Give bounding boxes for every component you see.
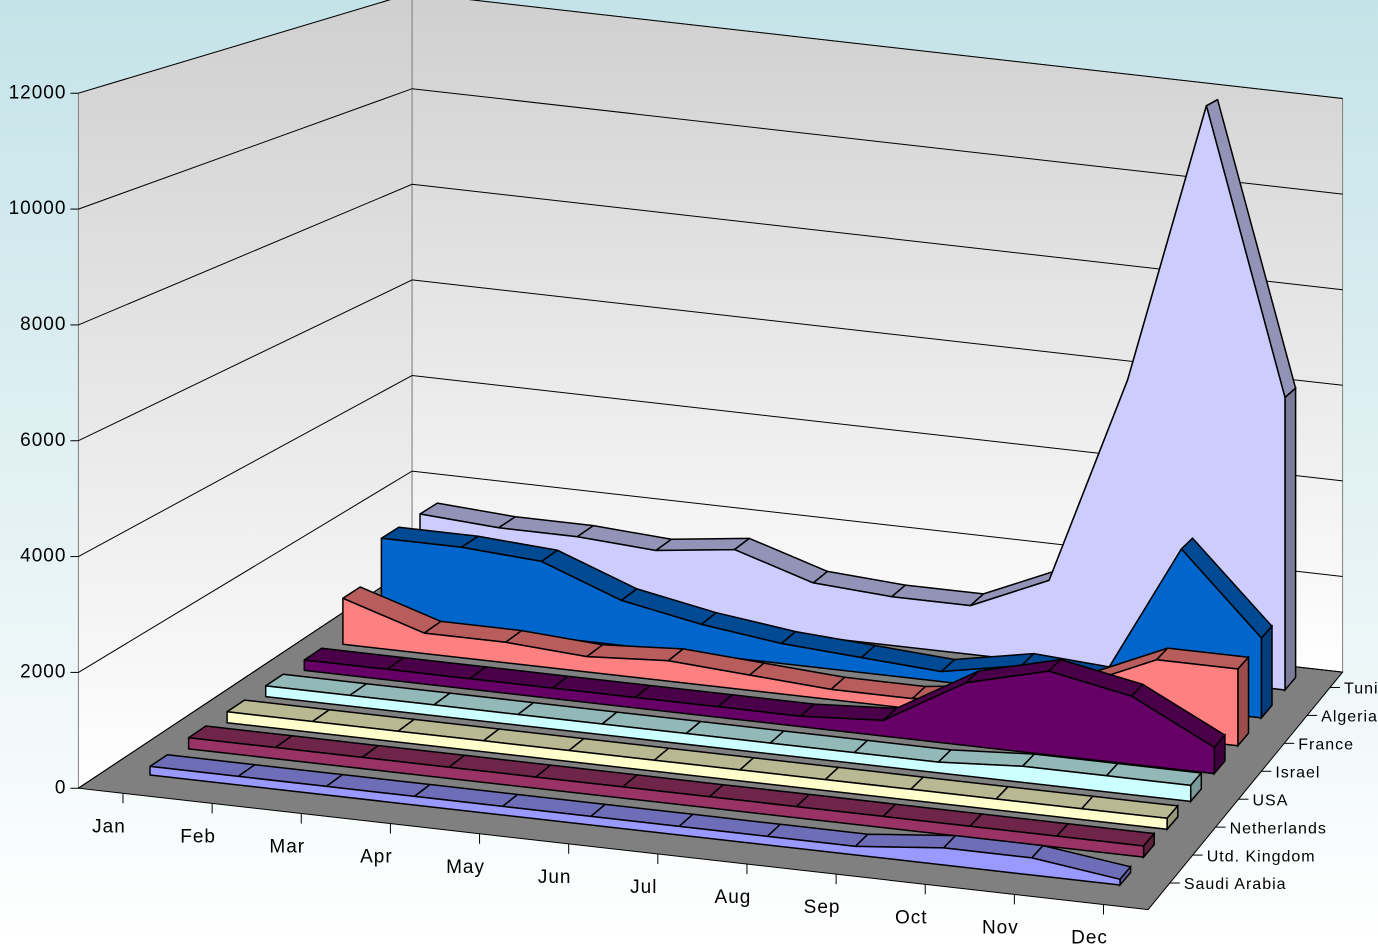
ribbon-top: [854, 833, 957, 849]
x-tick-label: Apr: [360, 847, 393, 868]
legend-label: Algeria: [1321, 709, 1378, 726]
x-tick-label: Dec: [1071, 928, 1108, 945]
area: [303, 659, 1216, 775]
x-tick-label: Nov: [982, 917, 1019, 938]
x-tick-label: Jan: [92, 816, 126, 837]
y-tick-label: 2000: [20, 661, 66, 682]
legend-label: USA: [1252, 792, 1288, 809]
x-tick-label: Aug: [715, 887, 752, 908]
x-tick-label: Jun: [538, 867, 572, 888]
ribbon-end: [1284, 386, 1297, 693]
y-tick-label: 0: [55, 777, 67, 798]
x-tick-label: Oct: [895, 907, 928, 928]
area: [149, 765, 1121, 886]
legend-label: Netherlands: [1230, 820, 1327, 837]
area: [264, 685, 1192, 803]
ribbon-end: [1260, 624, 1273, 720]
y-tick-label: 6000: [20, 430, 66, 451]
x-tick-label: Sep: [804, 897, 841, 918]
x-tick-label: Jul: [630, 877, 657, 898]
grid-line: [78, 88, 1343, 210]
legend-label: Tunisia: [1344, 681, 1378, 698]
grid-line: [78, 279, 1343, 442]
x-tick-label: May: [446, 857, 485, 878]
x-tick-label: Feb: [180, 826, 216, 847]
x-tick-label: Mar: [269, 837, 305, 858]
grid-line: [78, 470, 1343, 673]
y-tick-label: 10000: [9, 198, 67, 219]
area: [419, 105, 1286, 691]
grid-line: [78, 183, 1343, 326]
grid-line: [78, 0, 1343, 99]
y-tick-label: 12000: [9, 82, 67, 103]
ribbon-end: [1237, 655, 1250, 748]
legend-label: Israel: [1275, 764, 1320, 781]
area: [226, 711, 1168, 831]
legend-label: France: [1298, 737, 1354, 754]
legend-label: Saudi Arabia: [1184, 876, 1287, 893]
grid-line: [78, 374, 1343, 558]
legend-label: Utd. Kingdom: [1207, 848, 1316, 865]
area: [187, 736, 1145, 858]
y-tick-label: 4000: [20, 546, 66, 567]
y-tick-label: 8000: [20, 314, 66, 335]
